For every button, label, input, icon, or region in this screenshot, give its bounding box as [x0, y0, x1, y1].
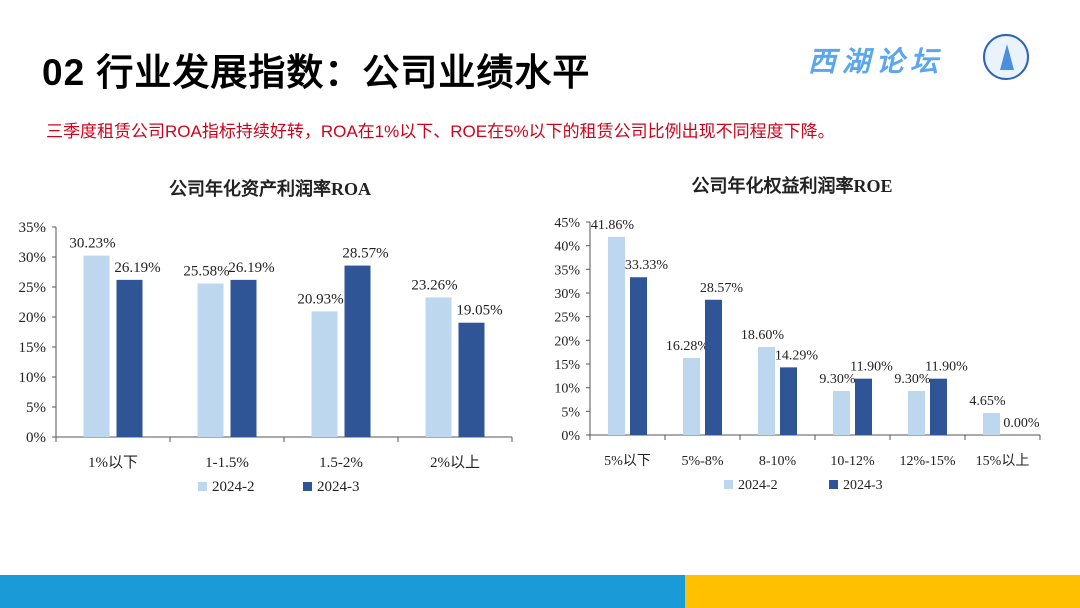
- data-label: 14.29%: [775, 348, 819, 363]
- y-tick-label: 5%: [26, 400, 46, 416]
- chart-title: 公司年化资产利润率ROA: [169, 178, 371, 199]
- bar-2024-3: [930, 378, 947, 435]
- x-tick-label: 15%以上: [976, 453, 1030, 469]
- y-tick-label: 15%: [554, 358, 580, 373]
- x-tick-label: 2%以上: [430, 454, 480, 471]
- data-label: 9.30%: [819, 372, 856, 387]
- data-label: 41.86%: [591, 218, 635, 233]
- legend-swatch: [303, 482, 312, 491]
- data-label: 9.30%: [894, 372, 931, 387]
- data-label: 20.93%: [297, 291, 343, 307]
- bar-2024-2: [197, 283, 224, 437]
- x-tick-label: 8-10%: [759, 454, 797, 469]
- data-label: 4.65%: [969, 394, 1006, 409]
- x-tick-label: 5%-8%: [682, 454, 724, 469]
- bar-2024-3: [458, 322, 485, 437]
- data-label: 26.19%: [114, 260, 160, 276]
- y-tick-label: 20%: [554, 334, 580, 349]
- bar-2024-2: [983, 412, 1000, 435]
- y-tick-label: 35%: [19, 220, 47, 236]
- data-label: 18.60%: [741, 328, 785, 343]
- bar-2024-3: [344, 265, 371, 437]
- page-title: 02 行业发展指数：公司业绩水平: [42, 52, 591, 93]
- footer-yellow-bar: [685, 575, 1080, 608]
- x-tick-label: 10-12%: [830, 454, 875, 469]
- data-label: 28.57%: [342, 246, 388, 262]
- bar-2024-3: [230, 279, 257, 437]
- x-tick-label: 1%以下: [88, 455, 138, 471]
- bar-2024-2: [908, 390, 925, 435]
- bar-2024-2: [425, 297, 452, 437]
- bar-2024-2: [833, 390, 850, 435]
- legend-label: 2024-2: [738, 478, 778, 493]
- page-subtitle: 三季度租赁公司ROA指标持续好转，ROA在1%以下、ROE在5%以下的租赁公司比…: [46, 122, 835, 141]
- chart-title: 公司年化权益利润率ROE: [691, 175, 892, 196]
- x-tick-label: 12%-15%: [900, 454, 956, 469]
- y-tick-label: 25%: [554, 311, 580, 326]
- bar-2024-2: [311, 311, 338, 437]
- y-tick-label: 20%: [19, 310, 47, 326]
- bar-2024-3: [630, 277, 647, 435]
- seal-logo-icon: [983, 34, 1029, 80]
- data-label: 11.90%: [850, 360, 893, 375]
- bar-2024-3: [855, 378, 872, 435]
- bar-2024-2: [758, 346, 775, 435]
- x-tick-label: 5%以下: [604, 454, 651, 469]
- data-label: 26.19%: [228, 260, 274, 276]
- y-tick-label: 15%: [19, 340, 47, 356]
- bar-2024-2: [83, 255, 110, 437]
- y-tick-label: 0%: [26, 430, 46, 446]
- legend-swatch: [724, 480, 733, 489]
- y-tick-label: 5%: [561, 405, 580, 420]
- y-tick-label: 30%: [19, 250, 47, 266]
- data-label: 11.90%: [925, 360, 968, 375]
- x-tick-label: 1.5-2%: [319, 455, 363, 471]
- x-tick-label: 1-1.5%: [205, 455, 249, 471]
- data-label: 30.23%: [69, 236, 115, 252]
- bar-2024-2: [608, 236, 625, 435]
- y-tick-label: 35%: [554, 263, 580, 278]
- data-label: 28.57%: [700, 281, 744, 296]
- y-tick-label: 45%: [554, 216, 580, 231]
- data-label: 19.05%: [456, 303, 502, 319]
- legend-swatch: [829, 480, 838, 489]
- y-tick-label: 10%: [554, 382, 580, 397]
- legend-label: 2024-3: [317, 479, 360, 495]
- data-label: 33.33%: [625, 258, 669, 273]
- y-tick-label: 10%: [19, 370, 47, 386]
- y-tick-label: 30%: [554, 287, 580, 302]
- y-tick-label: 40%: [554, 240, 580, 255]
- y-tick-label: 25%: [19, 280, 47, 296]
- bar-2024-2: [683, 357, 700, 435]
- y-tick-label: 0%: [561, 429, 580, 444]
- data-label: 16.28%: [666, 339, 710, 354]
- data-label: 23.26%: [411, 277, 457, 293]
- data-label: 0.00%: [1003, 416, 1040, 431]
- legend-label: 2024-2: [212, 479, 255, 495]
- legend-swatch: [198, 482, 207, 491]
- bar-2024-3: [780, 367, 797, 435]
- brand-logo-text: 西湖论坛: [808, 46, 945, 77]
- bar-2024-3: [116, 279, 143, 437]
- bar-2024-3: [705, 299, 722, 435]
- data-label: 25.58%: [183, 264, 229, 280]
- footer-blue-bar: [0, 575, 685, 608]
- legend-label: 2024-3: [843, 478, 883, 493]
